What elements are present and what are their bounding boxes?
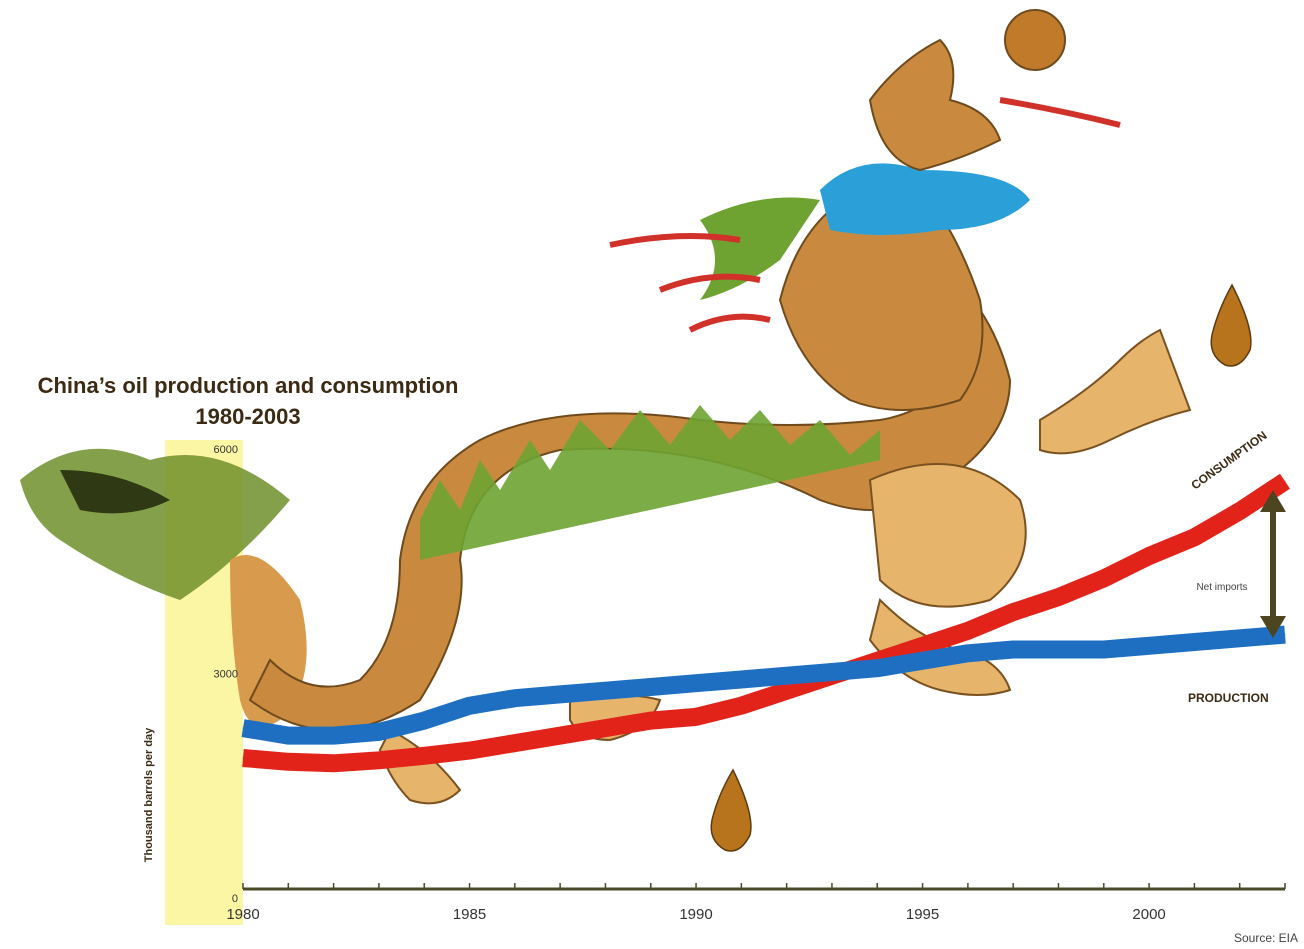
data-point-production-1996 <box>967 652 969 654</box>
data-point-consumption-1999 <box>1103 577 1105 579</box>
data-point-production-1994 <box>876 667 878 669</box>
data-point-consumption-1995 <box>922 645 924 647</box>
data-point-consumption-1990 <box>695 716 697 718</box>
dragon-illustration <box>20 9 1252 852</box>
series-line-consumption <box>242 473 1290 773</box>
data-point-production-1997 <box>1012 649 1014 650</box>
data-point-production-2002 <box>1239 637 1241 639</box>
data-point-production-1985 <box>469 705 470 707</box>
data-point-consumption-1985 <box>469 750 470 752</box>
consumption-series-label: CONSUMPTION <box>1189 428 1270 492</box>
data-point-production-2003 <box>1284 634 1286 636</box>
data-point-consumption-1986 <box>514 742 516 744</box>
y-tick-layer: 0 3000 6000 <box>214 444 238 905</box>
data-point-production-1987 <box>559 693 561 695</box>
data-point-production-1982 <box>333 735 335 737</box>
data-point-consumption-2001 <box>1193 536 1195 538</box>
series-line-production <box>241 625 1286 745</box>
x-tick-label: 1985 <box>453 906 486 923</box>
x-tick-label: 1980 <box>226 906 259 923</box>
data-point-production-1981 <box>287 735 289 737</box>
x-tick-label: 2000 <box>1132 906 1165 923</box>
data-point-consumption-1988 <box>604 727 606 729</box>
series-layer <box>241 473 1290 773</box>
y-tick-label: 3000 <box>214 669 238 681</box>
data-point-production-1991 <box>740 679 742 680</box>
data-point-production-1998 <box>1058 649 1059 650</box>
x-tick-label: 1990 <box>679 906 712 923</box>
data-point-production-2000 <box>1148 645 1150 647</box>
data-point-production-2001 <box>1193 641 1195 643</box>
data-point-consumption-1989 <box>650 720 652 722</box>
data-point-consumption-1996 <box>967 630 969 632</box>
chart-title: China’s oil production and consumption <box>38 373 459 398</box>
data-point-consumption-2000 <box>1148 555 1150 557</box>
data-point-consumption-1984 <box>423 755 425 757</box>
data-point-consumption-1992 <box>786 690 788 692</box>
data-point-consumption-1983 <box>378 759 380 761</box>
x-tick-label: 1995 <box>906 906 939 923</box>
data-point-consumption-1991 <box>740 705 742 707</box>
source-note: Source: EIA <box>1234 931 1298 945</box>
data-point-production-1984 <box>423 720 425 722</box>
x-tick-layer: 1980 1985 1990 1995 2000 <box>226 883 1286 923</box>
data-point-consumption-2002 <box>1239 510 1241 512</box>
data-point-production-1983 <box>378 731 380 733</box>
data-point-production-1992 <box>786 675 788 677</box>
data-point-consumption-1998 <box>1058 596 1059 598</box>
data-point-production-1989 <box>650 686 652 688</box>
data-point-consumption-1980 <box>242 757 244 759</box>
net-imports-label: Net imports <box>1196 582 1247 593</box>
data-point-consumption-1997 <box>1012 611 1014 613</box>
y-axis-label: Thousand barrels per day <box>143 727 155 862</box>
data-point-production-1995 <box>922 660 924 662</box>
data-point-production-1990 <box>695 682 697 684</box>
y-tick-label: 6000 <box>214 444 238 456</box>
production-series-label: PRODUCTION <box>1188 691 1269 705</box>
data-point-production-1986 <box>514 697 516 699</box>
data-point-production-1988 <box>604 690 606 692</box>
data-point-consumption-1981 <box>287 761 289 763</box>
data-point-consumption-1987 <box>559 735 561 737</box>
data-point-production-1993 <box>831 671 833 673</box>
y-tick-label: 0 <box>232 893 238 905</box>
chart-subtitle: 1980-2003 <box>195 404 300 429</box>
net-imports-arrow <box>1260 490 1286 638</box>
data-point-production-1980 <box>242 727 244 729</box>
data-point-consumption-2003 <box>1284 480 1286 482</box>
data-point-consumption-1982 <box>333 762 335 764</box>
data-point-production-1999 <box>1103 649 1105 650</box>
